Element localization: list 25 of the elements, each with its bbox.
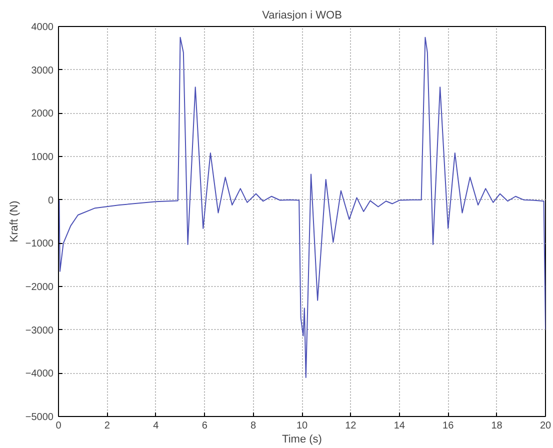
y-tick-label: 3000 xyxy=(31,65,54,76)
y-tick-label: 2000 xyxy=(31,108,54,120)
x-tick-label: 12 xyxy=(345,420,357,432)
y-axis-title: Kraft (N) xyxy=(8,200,20,242)
x-tick-label: 8 xyxy=(250,420,257,432)
x-tick-label: 10 xyxy=(296,420,308,432)
y-tick-label: 4000 xyxy=(31,22,54,33)
x-tick-label: 4 xyxy=(153,420,160,432)
chart-title: Variasjon i WOB xyxy=(262,10,342,22)
x-tick-label: 0 xyxy=(56,420,62,432)
y-tick-label: 1000 xyxy=(31,152,54,163)
x-axis-title: Time (s) xyxy=(282,434,322,446)
x-tick-label: 20 xyxy=(540,420,552,432)
x-tick-label: 2 xyxy=(104,420,110,432)
y-tick-label: −2000 xyxy=(25,282,54,293)
x-tick-label: 14 xyxy=(394,420,406,432)
y-tick-label: −4000 xyxy=(25,368,54,380)
x-tick-label: 16 xyxy=(442,420,454,432)
y-tick-label: −1000 xyxy=(25,238,54,250)
y-tick-label: −5000 xyxy=(25,412,54,423)
y-tick-label: −3000 xyxy=(25,325,54,336)
line-series xyxy=(58,36,546,378)
x-tick-label: 18 xyxy=(491,420,503,432)
x-tick-label: 6 xyxy=(202,420,208,432)
y-tick-label: 0 xyxy=(48,195,54,206)
